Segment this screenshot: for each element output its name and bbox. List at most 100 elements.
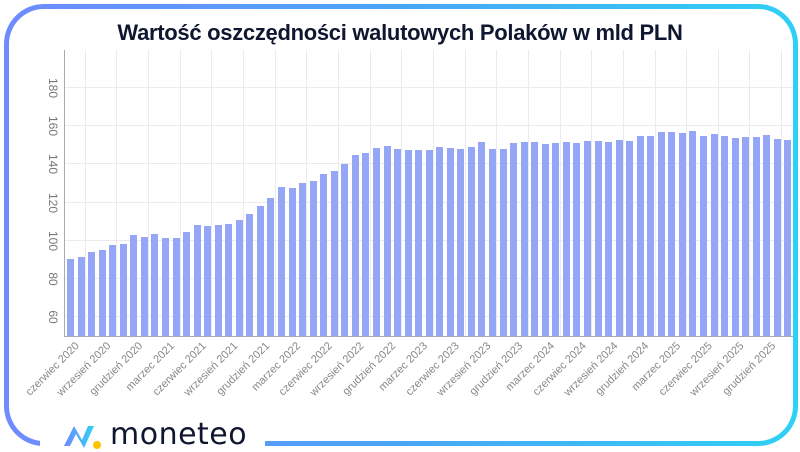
bar bbox=[700, 135, 707, 336]
bar bbox=[267, 197, 275, 336]
bar bbox=[773, 138, 781, 336]
v-gridline bbox=[243, 50, 245, 336]
bar bbox=[394, 149, 402, 336]
bar bbox=[415, 150, 423, 336]
v-gridline bbox=[116, 50, 118, 336]
y-tick-label: 140 bbox=[46, 154, 60, 175]
bar bbox=[214, 225, 222, 336]
bar bbox=[172, 237, 180, 336]
bar bbox=[119, 243, 127, 336]
y-tick-label: 60 bbox=[46, 310, 60, 324]
bar bbox=[288, 188, 296, 336]
chart-title: Wartość oszczędności walutowych Polaków … bbox=[117, 20, 683, 45]
bar bbox=[362, 152, 370, 336]
bar bbox=[710, 133, 718, 336]
h-gridline bbox=[65, 125, 793, 127]
bar bbox=[457, 149, 465, 336]
bar bbox=[404, 150, 412, 336]
bar bbox=[784, 139, 792, 336]
bar bbox=[689, 131, 697, 336]
bar bbox=[436, 147, 444, 336]
brand-name: moneteo bbox=[110, 417, 248, 452]
bar bbox=[98, 250, 106, 336]
v-gridline bbox=[401, 50, 403, 336]
bar bbox=[510, 143, 518, 336]
bar bbox=[309, 180, 317, 336]
v-gridline bbox=[717, 50, 719, 336]
bar bbox=[615, 139, 623, 336]
v-gridline bbox=[527, 50, 529, 336]
bar bbox=[351, 154, 359, 336]
bar bbox=[478, 142, 486, 336]
bar bbox=[583, 140, 591, 336]
bar bbox=[573, 143, 581, 336]
v-gridline bbox=[496, 50, 498, 336]
bar bbox=[183, 232, 191, 336]
v-gridline bbox=[274, 50, 276, 336]
bar bbox=[77, 256, 85, 336]
bar bbox=[204, 226, 212, 336]
v-gridline bbox=[591, 50, 593, 336]
bar bbox=[721, 135, 729, 336]
bar bbox=[130, 234, 138, 336]
v-gridline bbox=[338, 50, 340, 336]
bar bbox=[752, 136, 760, 336]
bar bbox=[246, 213, 254, 336]
v-gridline bbox=[432, 50, 434, 336]
bar bbox=[278, 187, 285, 336]
v-gridline bbox=[622, 50, 624, 336]
v-gridline bbox=[654, 50, 656, 336]
y-tick-label: 160 bbox=[46, 116, 60, 137]
bar bbox=[383, 146, 391, 336]
bar bbox=[541, 144, 549, 336]
bar bbox=[594, 140, 602, 336]
bar bbox=[562, 141, 570, 336]
bar bbox=[320, 173, 328, 336]
bar bbox=[88, 252, 96, 336]
v-gridline bbox=[464, 50, 466, 336]
y-tick-label: 100 bbox=[46, 230, 60, 251]
h-gridline bbox=[65, 87, 793, 89]
bar bbox=[446, 148, 454, 336]
bar bbox=[531, 142, 539, 336]
bar bbox=[605, 141, 613, 336]
bar bbox=[678, 132, 686, 336]
bar bbox=[425, 150, 433, 336]
bar bbox=[235, 219, 243, 336]
bar bbox=[668, 132, 676, 336]
y-tick-label: 180 bbox=[46, 78, 60, 99]
bar bbox=[657, 132, 665, 336]
v-gridline bbox=[84, 50, 86, 336]
bar bbox=[299, 182, 307, 336]
bar bbox=[225, 223, 233, 336]
bar bbox=[140, 236, 148, 336]
bar bbox=[330, 171, 338, 336]
bar bbox=[193, 225, 201, 336]
bar bbox=[67, 258, 74, 336]
y-tick-label: 120 bbox=[46, 192, 60, 213]
bar bbox=[626, 140, 634, 336]
bar bbox=[161, 237, 169, 336]
v-gridline bbox=[749, 50, 751, 336]
bar bbox=[467, 147, 475, 336]
bar bbox=[552, 143, 560, 336]
v-gridline bbox=[179, 50, 181, 336]
bar bbox=[731, 137, 739, 336]
bar bbox=[109, 245, 117, 336]
v-gridline bbox=[369, 50, 371, 336]
v-gridline bbox=[781, 50, 783, 336]
plot-area bbox=[64, 50, 793, 337]
bar bbox=[499, 149, 507, 336]
bar bbox=[341, 164, 349, 336]
moneteo-logo-icon bbox=[64, 426, 101, 449]
bar bbox=[742, 136, 750, 336]
moneteo-logo: moneteo bbox=[62, 420, 247, 450]
bar bbox=[489, 149, 496, 336]
bar bbox=[763, 134, 771, 336]
v-gridline bbox=[211, 50, 213, 336]
v-gridline bbox=[306, 50, 308, 336]
bar bbox=[636, 135, 644, 336]
y-tick-label: 80 bbox=[46, 272, 60, 286]
bar bbox=[256, 206, 264, 336]
v-gridline bbox=[148, 50, 150, 336]
